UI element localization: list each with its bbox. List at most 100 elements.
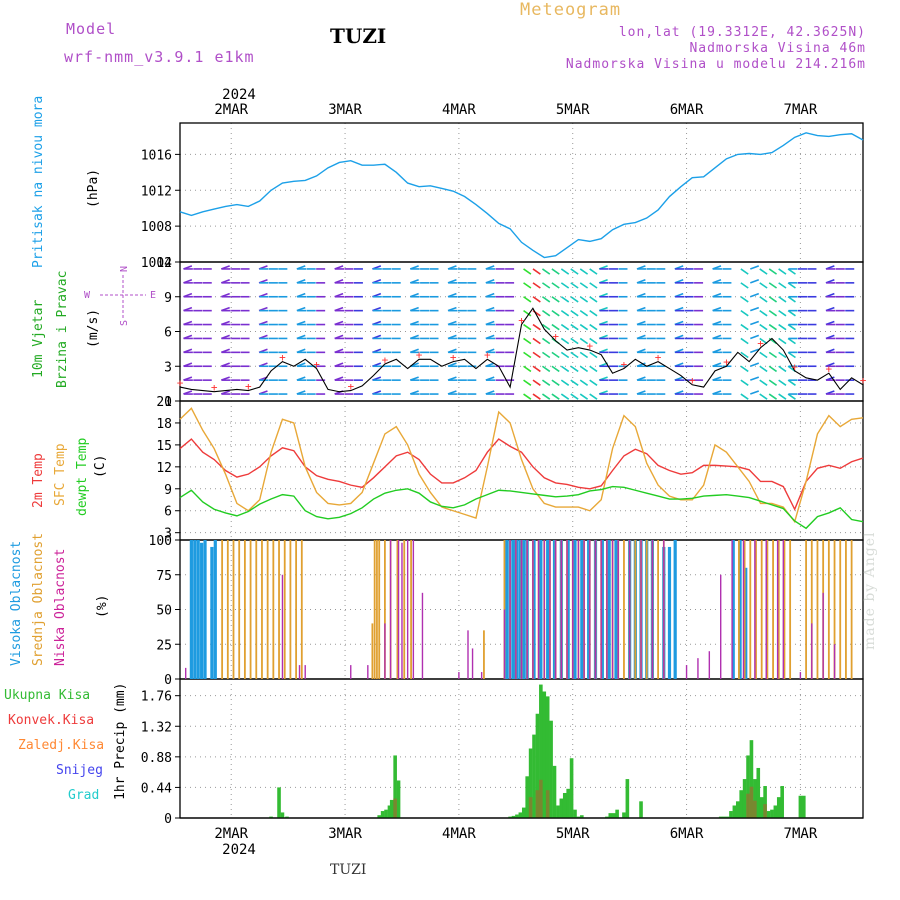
wind-arrow: [579, 268, 589, 275]
precip-total-bar: [539, 684, 543, 818]
compass-west: W: [84, 290, 91, 301]
wind-arrow: [579, 393, 589, 400]
wind-arrow: [570, 323, 579, 331]
wind-arrow: [750, 348, 760, 354]
precip-total-bar: [608, 813, 613, 818]
pressure-line: [179, 132, 864, 259]
wind-arrow: [750, 292, 760, 298]
precip-conv-bar: [393, 798, 397, 818]
wind-arrow: [532, 282, 541, 289]
precip-total-bar: [576, 816, 581, 818]
temp-ylabel-unit: (C): [93, 455, 108, 478]
y-tick-label: 100: [149, 534, 172, 549]
wind-gust-marker: +: [484, 349, 491, 362]
wind-arrow: [551, 365, 560, 373]
y-tick-label: 1004: [141, 256, 172, 271]
wind-arrow: [778, 282, 787, 289]
wind-arrow: [541, 296, 551, 303]
wind-gust-marker: +: [177, 376, 184, 389]
precip-total-bar: [756, 767, 761, 818]
wind-arrow: [541, 282, 551, 289]
y-tick-label: 1008: [141, 220, 172, 235]
wind-arrow: [579, 282, 589, 289]
y-tick-label: 9: [164, 483, 172, 498]
cloud-high-bar: [539, 540, 543, 679]
precip-legend-4: Grad: [68, 788, 99, 803]
cloud-high-bar: [580, 540, 584, 679]
wind-arrow: [740, 282, 749, 289]
precip-total-bar: [580, 815, 584, 818]
cloud-high-bar: [210, 546, 214, 679]
model-elevation-text: Nadmorska Visina u modelu 214.216m: [565, 57, 866, 72]
wind-arrow: [589, 268, 598, 275]
y-tick-label: 25: [156, 638, 172, 653]
cloud-high-bar: [738, 540, 742, 679]
precip-conv-bar: [763, 804, 767, 818]
wind-gust-marker: +: [211, 381, 218, 394]
precip-total-bar: [770, 809, 774, 818]
wind-gust-marker: +: [347, 380, 354, 393]
precip-total-bar: [552, 765, 557, 818]
y-tick-label: 75: [156, 569, 172, 584]
wind-gust-marker: +: [245, 380, 252, 393]
cloud-high-bar: [614, 540, 618, 679]
y-tick-label: 6: [164, 326, 172, 341]
wind-gust-marker: +: [757, 337, 764, 350]
wind-arrow: [560, 282, 570, 289]
bottom-date-label: 4MAR: [442, 826, 476, 842]
precip-total-bar: [380, 811, 385, 818]
wind-speed-line: [179, 307, 864, 393]
wind-arrow: [787, 351, 796, 359]
wind-arrow: [532, 393, 541, 400]
wind-arrow: [541, 365, 551, 373]
wind-arrow: [523, 282, 532, 289]
cloud-high-bar: [546, 540, 550, 679]
station-title: TUZI: [330, 24, 387, 48]
precip-total-bar: [396, 780, 401, 818]
wind-arrow: [589, 379, 598, 386]
precip-total-bar: [605, 816, 609, 818]
cloud-high-bar: [213, 540, 217, 679]
wind-gust-marker: +: [791, 360, 798, 373]
pressure-ylabel-unit: (hPa): [86, 169, 101, 208]
cloud-high-bar: [600, 540, 604, 679]
wind-arrow: [778, 296, 787, 303]
precip-total-bar: [280, 812, 285, 818]
bottom-date-label: 6MAR: [670, 826, 704, 842]
wind-gust-marker: +: [826, 363, 833, 376]
wind-arrow: [523, 296, 532, 303]
precip-total-bar: [528, 748, 533, 818]
precip-total-bar: [746, 755, 750, 818]
wind-arrow: [570, 282, 579, 289]
y-tick-label: 12: [156, 461, 172, 476]
precip-total-bar: [377, 815, 382, 818]
wind-arrow: [560, 351, 570, 359]
wind-arrow: [787, 337, 796, 345]
wind-arrow: [759, 379, 768, 386]
precip-total-bar: [387, 805, 392, 818]
precip-total-bar: [515, 814, 519, 818]
wind-arrow: [532, 365, 541, 373]
wind-arrow: [589, 296, 598, 303]
precip-conv-bar: [539, 779, 543, 818]
wind-arrow: [589, 337, 598, 345]
cloud-high-bar: [505, 540, 509, 679]
precip-legend-1: Konvek.Kisa: [8, 713, 94, 728]
wind-arrow: [541, 323, 551, 331]
wind-arrow: [750, 362, 760, 368]
wind-arrow: [589, 365, 598, 373]
precip-total-bar: [525, 776, 529, 818]
precip-total-bar: [389, 799, 394, 818]
wind-arrow: [570, 351, 579, 359]
wind-arrow: [787, 296, 796, 303]
cloud-high-bar: [731, 540, 735, 679]
wind-arrow: [740, 393, 749, 400]
cloud-high-bar: [532, 540, 536, 679]
precip-total-bar: [573, 809, 577, 818]
wind-ylabel-sub: Brzina i Pravac: [55, 271, 70, 388]
wind-arrow: [532, 268, 541, 275]
wind-arrow: [778, 309, 787, 317]
precip-total-bar: [625, 779, 630, 818]
wind-arrow: [778, 337, 787, 345]
